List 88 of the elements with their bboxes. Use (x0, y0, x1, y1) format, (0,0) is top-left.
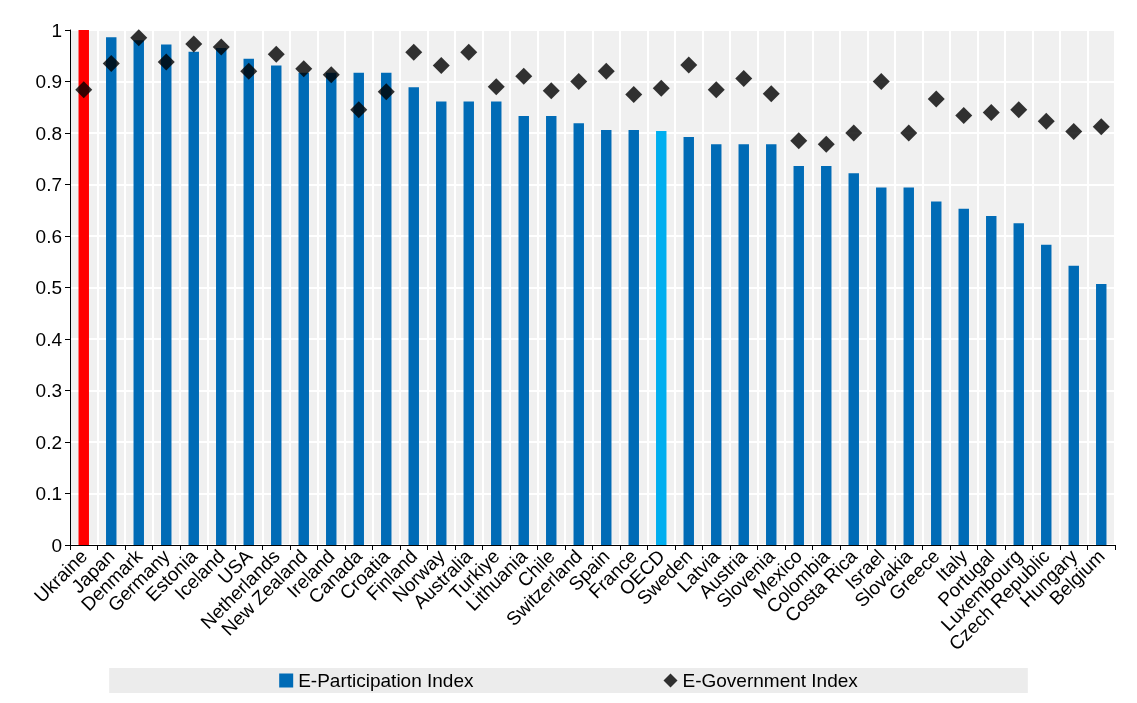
bar (1096, 283, 1107, 545)
bar (243, 58, 254, 545)
point (570, 73, 588, 90)
point (955, 106, 973, 124)
point (872, 73, 890, 90)
bar (463, 101, 474, 545)
point (405, 43, 423, 61)
bar (436, 101, 447, 545)
point (1010, 101, 1028, 119)
bar (821, 165, 832, 545)
bar (1068, 265, 1079, 545)
y-tick-label: 0.1 (35, 483, 62, 504)
y-tick-label: 0.4 (35, 328, 63, 350)
point (817, 135, 835, 153)
bar (1041, 244, 1052, 545)
point (625, 85, 643, 103)
point (185, 35, 203, 53)
bar (1013, 223, 1024, 545)
point (322, 66, 340, 84)
point (1065, 122, 1083, 140)
point (460, 43, 478, 61)
y-tick-label: 0.9 (35, 71, 62, 92)
point (75, 81, 93, 99)
bar (601, 129, 612, 545)
bar (738, 144, 749, 545)
point (680, 56, 698, 74)
point (350, 101, 368, 119)
bar (298, 72, 309, 545)
bar (903, 187, 914, 545)
point (487, 78, 505, 96)
point (597, 62, 615, 80)
bar (876, 187, 887, 545)
bar (656, 130, 667, 545)
point (652, 79, 670, 97)
bar (78, 30, 89, 545)
y-tick-label: 0.2 (35, 431, 62, 453)
point (212, 38, 230, 56)
y-tick-label: 0.8 (35, 122, 62, 144)
bar (848, 173, 859, 545)
point (130, 29, 148, 47)
legend-label: E-Participation Index (298, 670, 474, 691)
bar (628, 129, 639, 545)
bar (353, 72, 364, 545)
bar (216, 48, 227, 545)
point (515, 67, 533, 85)
point (157, 53, 175, 71)
y-tick-label: 0.5 (35, 277, 62, 298)
point (102, 54, 120, 72)
bar (711, 144, 722, 545)
point (707, 81, 725, 99)
bar (408, 87, 419, 545)
point (240, 62, 258, 80)
point (432, 57, 450, 75)
bar (381, 72, 392, 545)
bar (518, 116, 529, 545)
point (982, 103, 1000, 121)
bar (161, 44, 172, 545)
y-tick-label: 0.6 (35, 225, 62, 247)
bar (931, 201, 942, 545)
bar (546, 116, 557, 545)
bar (573, 123, 584, 545)
y-tick-label: 0.3 (35, 380, 62, 401)
bar (133, 40, 144, 545)
point (735, 69, 753, 87)
point (927, 90, 945, 108)
y-tick-label: 1 (51, 19, 62, 41)
bar (986, 215, 997, 545)
legend-label: E-Government Index (682, 670, 859, 691)
point (295, 60, 313, 78)
bar (683, 137, 694, 545)
point (1037, 112, 1055, 130)
bar (106, 37, 117, 545)
bar (271, 65, 282, 545)
point (762, 85, 780, 103)
point (267, 45, 285, 63)
point (377, 83, 395, 101)
bar (188, 51, 199, 545)
point (845, 124, 863, 142)
point (790, 132, 808, 150)
point (1092, 118, 1110, 136)
bar (793, 165, 804, 545)
y-tick-label: 0 (51, 534, 62, 556)
y-tick-label: 0.7 (35, 174, 62, 195)
bar (491, 101, 502, 545)
bar (766, 144, 777, 545)
point (542, 82, 560, 100)
point (900, 124, 918, 142)
bar (958, 208, 969, 545)
